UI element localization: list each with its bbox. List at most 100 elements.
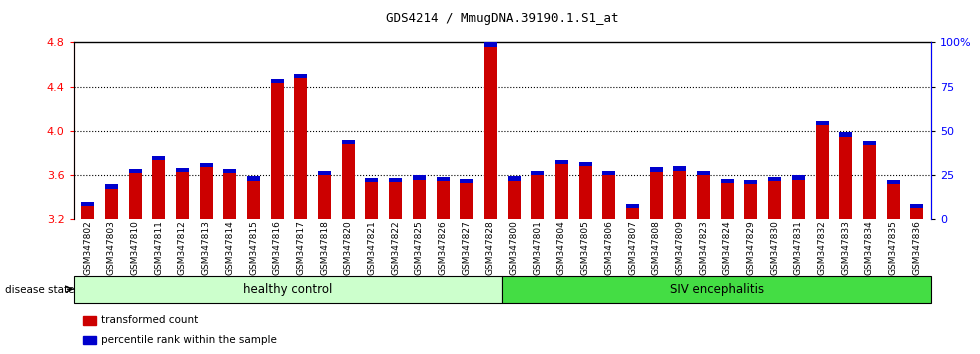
Bar [745, 180, 758, 184]
Bar [247, 181, 260, 219]
Bar [508, 181, 520, 219]
Bar [768, 177, 781, 181]
Bar [626, 209, 639, 219]
Bar [318, 175, 331, 219]
Bar [294, 74, 308, 78]
Bar [128, 169, 141, 173]
Text: GSM347834: GSM347834 [865, 221, 874, 275]
Bar [626, 204, 639, 209]
Bar [792, 175, 805, 180]
Text: GSM347814: GSM347814 [225, 221, 234, 275]
Text: GSM347810: GSM347810 [130, 221, 139, 275]
Text: GSM347802: GSM347802 [83, 221, 92, 275]
Bar [128, 173, 141, 219]
Bar [792, 180, 805, 219]
Bar [389, 178, 402, 182]
Bar [887, 180, 900, 184]
Bar [461, 179, 473, 183]
Text: transformed count: transformed count [101, 315, 198, 325]
Bar [531, 171, 544, 175]
Bar [81, 202, 94, 206]
Text: GSM347828: GSM347828 [486, 221, 495, 275]
Text: GSM347827: GSM347827 [463, 221, 471, 275]
Text: GSM347812: GSM347812 [178, 221, 187, 275]
Text: GSM347805: GSM347805 [581, 221, 590, 275]
Bar [152, 155, 166, 160]
Text: GSM347835: GSM347835 [889, 221, 898, 275]
Bar [603, 175, 615, 219]
Bar [555, 160, 568, 164]
Bar [578, 162, 592, 166]
Bar [863, 141, 876, 145]
Bar [342, 144, 355, 219]
Text: GSM347801: GSM347801 [533, 221, 542, 275]
Text: percentile rank within the sample: percentile rank within the sample [101, 335, 276, 345]
Text: healthy control: healthy control [243, 283, 332, 296]
Text: GSM347818: GSM347818 [320, 221, 329, 275]
Text: GSM347809: GSM347809 [675, 221, 684, 275]
Bar [223, 173, 236, 219]
Bar [650, 167, 662, 172]
Bar [745, 184, 758, 219]
Bar [768, 181, 781, 219]
Bar [270, 79, 284, 84]
Bar [389, 182, 402, 219]
Bar [81, 206, 94, 219]
Text: GDS4214 / MmugDNA.39190.1.S1_at: GDS4214 / MmugDNA.39190.1.S1_at [386, 12, 618, 25]
Bar [247, 176, 260, 181]
Text: SIV encephalitis: SIV encephalitis [669, 283, 763, 296]
Text: GSM347826: GSM347826 [438, 221, 448, 275]
Bar [223, 169, 236, 173]
Text: GSM347825: GSM347825 [415, 221, 423, 275]
Bar [413, 176, 426, 180]
Bar [318, 171, 331, 175]
Bar [484, 42, 497, 47]
Bar [720, 179, 734, 183]
Bar [697, 171, 710, 175]
Text: GSM347807: GSM347807 [628, 221, 637, 275]
Bar [176, 172, 189, 219]
Text: GSM347803: GSM347803 [107, 221, 116, 275]
Bar [863, 145, 876, 219]
Text: GSM347806: GSM347806 [605, 221, 613, 275]
Bar [720, 183, 734, 219]
Bar [176, 168, 189, 172]
Text: GSM347821: GSM347821 [368, 221, 376, 275]
Bar [578, 166, 592, 219]
Text: GSM347832: GSM347832 [817, 221, 826, 275]
Bar [815, 125, 828, 219]
Bar [436, 181, 450, 219]
Bar [502, 276, 931, 303]
Text: GSM347820: GSM347820 [344, 221, 353, 275]
Bar [673, 166, 686, 171]
Text: GSM347836: GSM347836 [912, 221, 921, 275]
Bar [910, 204, 923, 209]
Bar [603, 171, 615, 175]
Bar [294, 78, 308, 219]
Text: GSM347804: GSM347804 [557, 221, 566, 275]
Bar [366, 182, 378, 219]
Bar [673, 171, 686, 219]
Text: GSM347822: GSM347822 [391, 221, 400, 275]
Bar [839, 137, 853, 219]
Bar [105, 184, 118, 188]
Bar [555, 164, 568, 219]
Text: GSM347830: GSM347830 [770, 221, 779, 275]
Text: GSM347813: GSM347813 [202, 221, 211, 275]
Bar [342, 140, 355, 144]
Bar [270, 84, 284, 219]
Bar [697, 175, 710, 219]
Bar [508, 176, 520, 181]
Bar [887, 184, 900, 219]
Text: GSM347800: GSM347800 [510, 221, 518, 275]
Text: disease state: disease state [5, 285, 74, 295]
Bar [74, 276, 502, 303]
Bar [152, 160, 166, 219]
Text: GSM347831: GSM347831 [794, 221, 803, 275]
Bar [366, 178, 378, 182]
Bar [105, 188, 118, 219]
Bar [910, 209, 923, 219]
Bar [484, 47, 497, 219]
Bar [200, 167, 213, 219]
Text: GSM347815: GSM347815 [249, 221, 258, 275]
